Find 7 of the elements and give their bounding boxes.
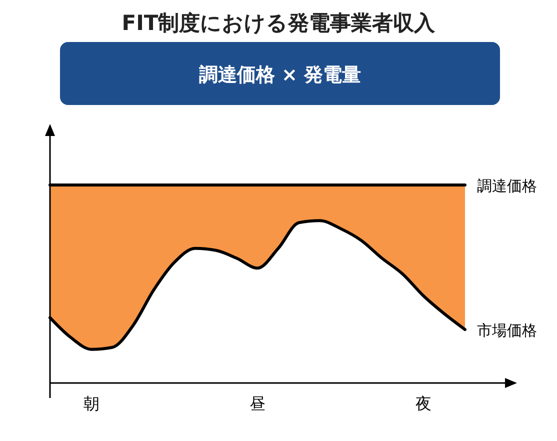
chart-subtitle: 調達価格 × 発電量 [198,64,362,86]
chart-title: FIT制度における発電事業者収入 [122,11,436,35]
x-tick-label: 昼 [250,394,266,413]
x-tick-label: 夜 [416,394,432,413]
x-tick-label: 朝 [84,394,100,413]
series-label: 調達価格 [477,177,537,195]
series-label: 市場価格 [477,322,537,340]
